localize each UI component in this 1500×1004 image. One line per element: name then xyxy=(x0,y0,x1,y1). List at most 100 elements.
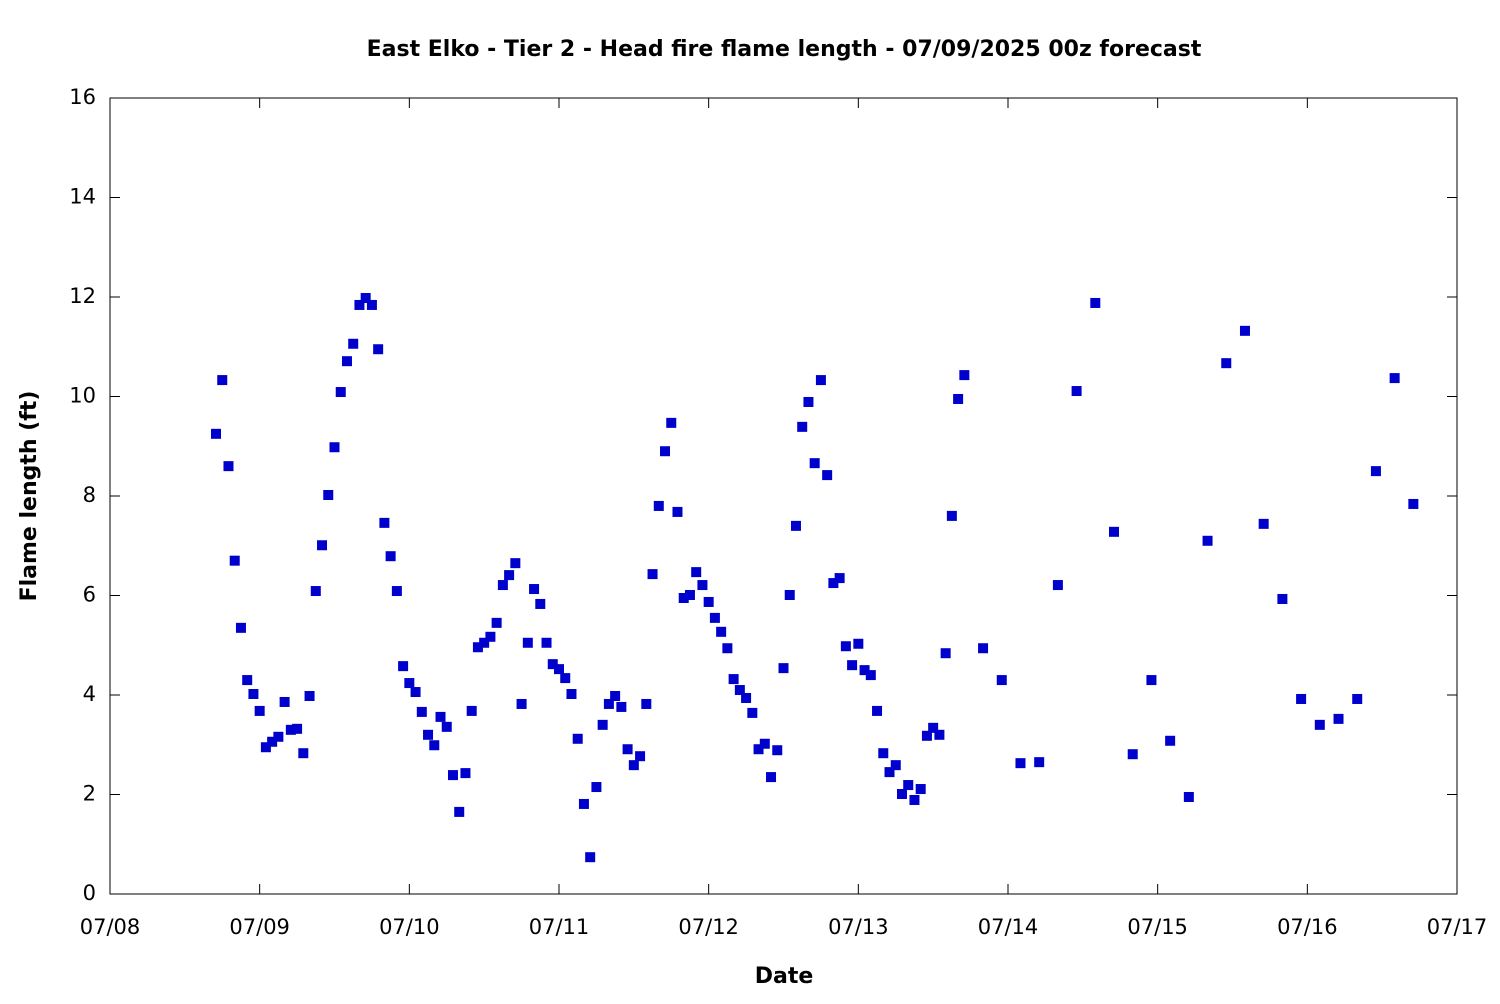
data-point xyxy=(497,580,508,591)
y-axis-label: Flame length (ft) xyxy=(17,391,42,602)
data-point xyxy=(778,663,789,674)
data-point xyxy=(273,731,284,742)
data-point xyxy=(1296,693,1307,704)
data-point xyxy=(603,698,614,709)
chart-title: East Elko - Tier 2 - Head fire flame len… xyxy=(367,37,1202,62)
data-point xyxy=(741,692,752,703)
data-point xyxy=(872,705,883,716)
data-point xyxy=(616,701,627,712)
data-point xyxy=(953,393,964,404)
data-point xyxy=(728,674,739,685)
data-point xyxy=(211,428,222,439)
y-tick-label: 0 xyxy=(83,881,96,905)
data-point xyxy=(229,555,240,566)
data-point xyxy=(242,675,253,686)
data-point xyxy=(279,696,290,707)
data-point xyxy=(909,794,920,805)
data-point xyxy=(884,767,895,778)
data-point xyxy=(285,724,296,735)
x-tick-label: 07/11 xyxy=(529,915,590,939)
y-tick-label: 6 xyxy=(83,583,96,607)
data-point xyxy=(722,643,733,654)
data-point xyxy=(1202,535,1213,546)
data-point xyxy=(978,643,989,654)
data-point xyxy=(772,745,783,756)
data-point xyxy=(516,698,527,709)
data-point xyxy=(472,642,483,653)
data-point xyxy=(1165,735,1176,746)
data-point xyxy=(1090,297,1101,308)
data-point xyxy=(310,586,321,597)
data-point xyxy=(753,744,764,755)
y-tick-label: 2 xyxy=(83,782,96,806)
data-point xyxy=(1370,466,1381,477)
data-point xyxy=(1333,713,1344,724)
data-point xyxy=(660,446,671,457)
data-point xyxy=(348,338,359,349)
x-tick-label: 07/10 xyxy=(379,915,440,939)
data-point xyxy=(385,551,396,562)
x-tick-label: 07/08 xyxy=(80,915,141,939)
data-point xyxy=(790,520,801,531)
data-point xyxy=(915,784,926,795)
data-point xyxy=(591,782,602,793)
data-point xyxy=(510,558,521,569)
data-point xyxy=(1352,693,1363,704)
data-point xyxy=(828,578,839,589)
data-point xyxy=(329,442,340,453)
data-point xyxy=(647,569,658,580)
data-point xyxy=(304,690,315,701)
data-point xyxy=(441,721,452,732)
data-point xyxy=(366,299,377,310)
x-tick-label: 07/17 xyxy=(1427,915,1488,939)
data-point xyxy=(921,730,932,741)
plot-frame xyxy=(109,97,1458,895)
data-point xyxy=(410,687,421,698)
data-point xyxy=(622,744,633,755)
data-point xyxy=(840,641,851,652)
data-point xyxy=(292,723,303,734)
data-point xyxy=(847,660,858,671)
data-point xyxy=(1052,580,1063,591)
data-point xyxy=(1221,358,1232,369)
data-point xyxy=(734,685,745,696)
x-tick-label: 07/09 xyxy=(229,915,290,939)
data-point xyxy=(466,705,477,716)
data-point xyxy=(878,748,889,759)
data-point xyxy=(766,772,777,783)
y-tick-label: 12 xyxy=(69,284,96,308)
data-point xyxy=(535,598,546,609)
y-tick-label: 10 xyxy=(69,384,96,408)
data-point xyxy=(628,760,639,771)
data-point xyxy=(684,590,695,601)
data-point xyxy=(267,736,278,747)
data-point xyxy=(391,586,402,597)
data-point xyxy=(1258,518,1269,529)
data-point xyxy=(709,612,720,623)
data-point xyxy=(248,689,259,700)
data-point xyxy=(946,510,957,521)
data-point xyxy=(354,299,365,310)
data-point xyxy=(416,706,427,717)
data-point xyxy=(597,719,608,730)
data-point xyxy=(360,292,371,303)
data-point xyxy=(809,458,820,469)
data-point xyxy=(491,617,502,628)
x-tick-label: 07/15 xyxy=(1127,915,1188,939)
data-point xyxy=(996,675,1007,686)
data-point xyxy=(1389,373,1400,384)
data-point xyxy=(641,698,652,709)
data-point xyxy=(716,626,727,637)
data-point xyxy=(1127,749,1138,760)
data-point xyxy=(1146,675,1157,686)
data-point xyxy=(890,760,901,771)
data-point xyxy=(572,733,583,744)
data-point xyxy=(323,490,334,501)
data-point xyxy=(423,729,434,740)
data-point xyxy=(1314,719,1325,730)
data-point xyxy=(1015,758,1026,769)
data-point xyxy=(566,689,577,700)
data-point xyxy=(529,584,540,595)
x-tick-label: 07/12 xyxy=(678,915,739,939)
data-point xyxy=(1239,325,1250,336)
